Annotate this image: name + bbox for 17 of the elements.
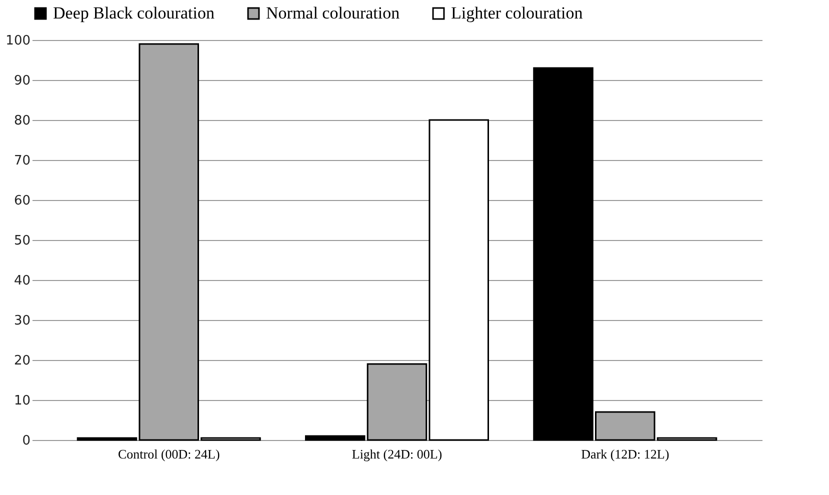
y-tick-label: 20 <box>14 354 30 368</box>
y-tick-label: 60 <box>14 194 30 208</box>
y-tick-label: 90 <box>14 74 30 88</box>
legend-label: Deep Black colouration <box>53 4 215 23</box>
y-tick-label: 100 <box>6 34 30 48</box>
y-tick-label: 10 <box>14 394 30 408</box>
y-tick-label: 40 <box>14 274 30 288</box>
y-tick-label: 0 <box>22 434 30 448</box>
x-tick-label: Control (00D: 24L) <box>118 446 220 462</box>
y-tick-label: 30 <box>14 314 30 328</box>
y-tick-label: 80 <box>14 114 30 128</box>
x-tick-label: Dark (12D: 12L) <box>581 446 670 462</box>
x-tick-label: Light (24D: 00L) <box>352 446 442 462</box>
y-tick-label: 50 <box>14 234 30 248</box>
y-tick-label: 70 <box>14 154 30 168</box>
legend-label: Lighter colouration <box>451 4 584 23</box>
legend-label: Normal colouration <box>266 4 400 23</box>
